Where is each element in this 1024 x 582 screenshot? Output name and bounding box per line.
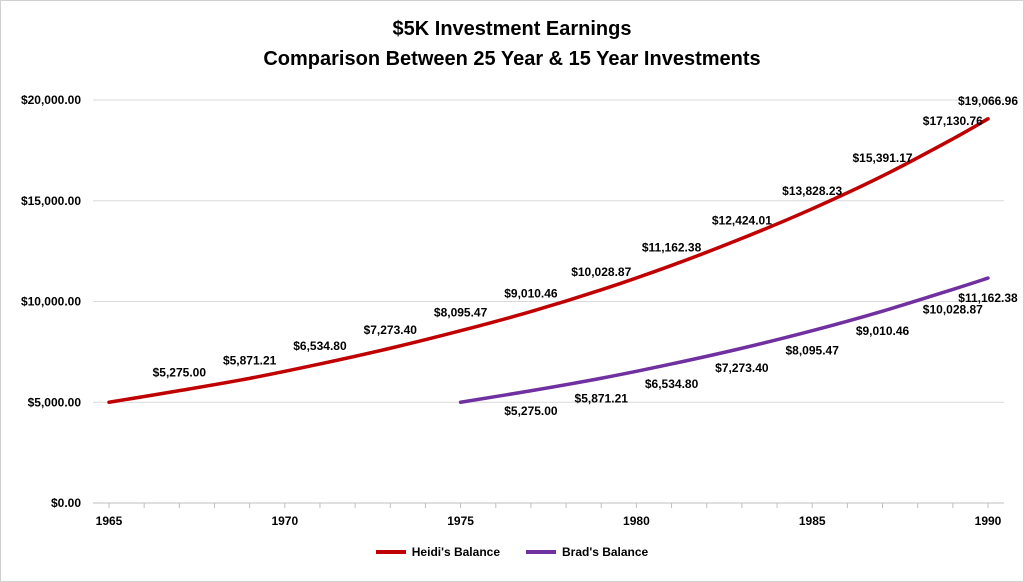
x-tick-label: 1975 <box>447 514 474 528</box>
heidi-data-label: $19,066.96 <box>958 94 1018 108</box>
legend-item-brad: Brad's Balance <box>526 545 648 559</box>
chart-subtitle: Comparison Between 25 Year & 15 Year Inv… <box>263 48 761 70</box>
heidi-data-label: $17,130.76 <box>923 114 983 128</box>
heidi-data-label: $11,162.38 <box>642 240 702 254</box>
legend-swatch-brad <box>526 550 556 554</box>
brad-data-label: $7,273.40 <box>715 361 769 375</box>
x-tick-label: 1965 <box>96 514 123 528</box>
legend-swatch-heidi <box>375 550 406 554</box>
heidi-data-label: $9,010.46 <box>504 287 558 301</box>
brad-data-label: $6,534.80 <box>645 377 699 391</box>
heidi-data-label: $8,095.47 <box>434 306 488 320</box>
legend-item-heidi: Heidi's Balance <box>375 545 500 559</box>
heidi-data-label: $7,273.40 <box>364 323 418 337</box>
data-labels: $5,275.00 $5,871.21 $6,534.80 $7,273.40 $8,0… <box>153 94 1019 418</box>
brad-data-label: $10,028.87 <box>923 302 983 316</box>
brad-data-label: $11,162.38 <box>958 291 1018 305</box>
heidi-data-label: $5,275.00 <box>153 366 207 380</box>
x-tick-label: 1990 <box>975 514 1002 528</box>
legend-label-brad: Brad's Balance <box>562 545 649 559</box>
brad-balance-line <box>458 276 990 404</box>
brad-data-label: $8,095.47 <box>786 344 840 358</box>
heidi-data-label: $5,871.21 <box>223 353 277 367</box>
chart-title: $5K Investment Earnings <box>392 18 632 40</box>
heidi-balance-line <box>107 117 990 404</box>
y-tick-label: $5,000.00 <box>28 395 82 409</box>
series-lines <box>107 117 990 404</box>
heidi-data-label: $10,028.87 <box>571 265 631 279</box>
y-tick-label: $20,000.00 <box>21 93 81 107</box>
y-tick-label: $10,000.00 <box>21 295 81 309</box>
heidi-data-label: $6,534.80 <box>293 339 347 353</box>
brad-data-label: $9,010.46 <box>856 324 910 338</box>
y-tick-label: $15,000.00 <box>21 194 81 208</box>
heidi-data-label: $15,391.17 <box>852 151 912 165</box>
x-tick-label: 1980 <box>623 514 650 528</box>
legend: Heidi's Balance Brad's Balance <box>0 545 1024 559</box>
x-tick-label: 1970 <box>271 514 298 528</box>
brad-data-label: $5,871.21 <box>575 391 629 405</box>
legend-label-heidi: Heidi's Balance <box>411 545 500 559</box>
y-axis-ticks: $0.00 $5,000.00 $10,000.00 $15,000.00 $20,00… <box>21 93 81 510</box>
x-axis-ticks: 1965 1970 1975 1980 1985 1990 <box>93 502 1004 528</box>
heidi-data-label: $12,424.01 <box>712 213 772 227</box>
heidi-data-label: $13,828.23 <box>782 184 842 198</box>
brad-data-label: $5,275.00 <box>504 404 558 418</box>
x-tick-label: 1985 <box>799 514 826 528</box>
y-tick-label: $0.00 <box>51 496 81 510</box>
